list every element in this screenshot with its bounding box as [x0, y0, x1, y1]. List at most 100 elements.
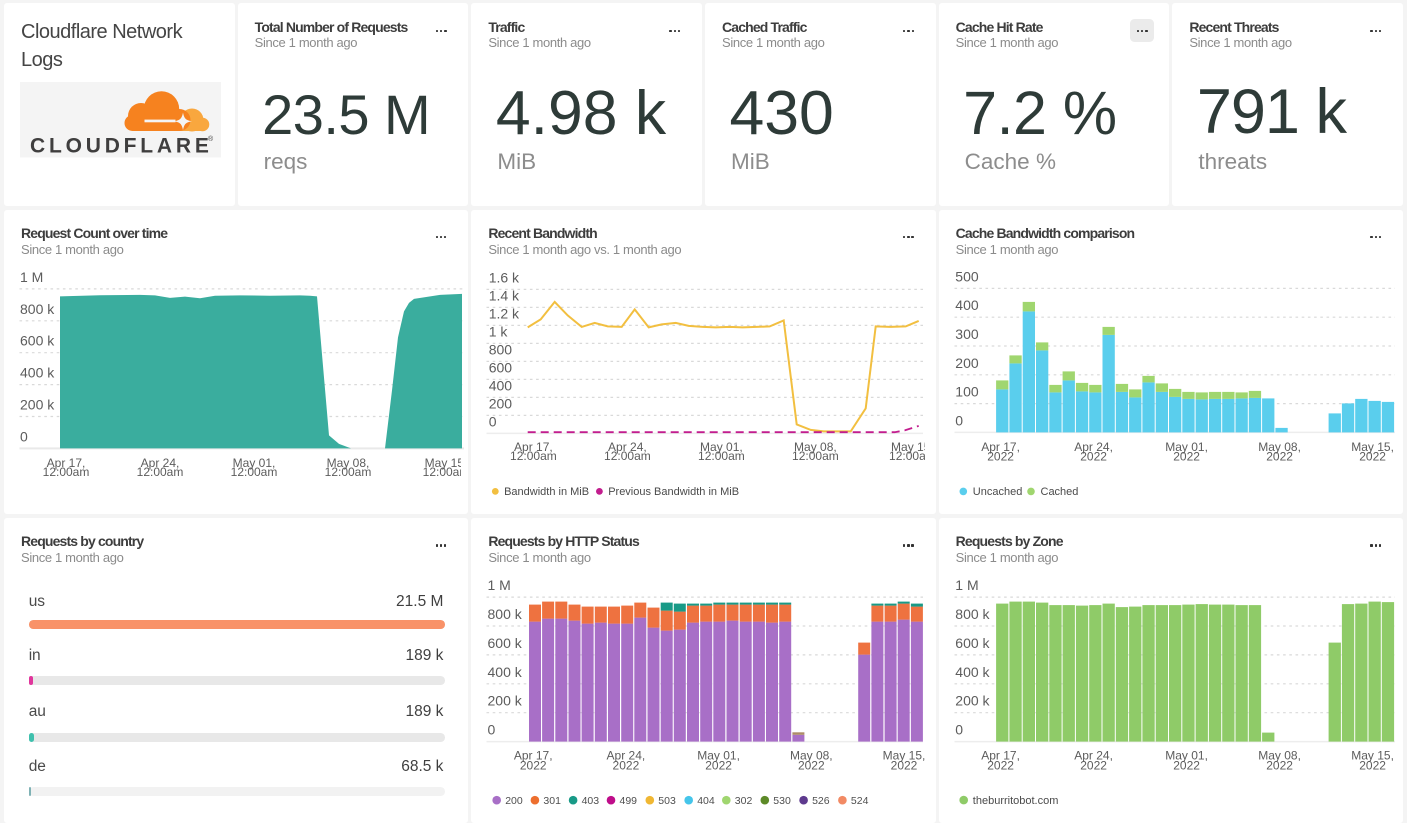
svg-text:2022: 2022 — [798, 758, 825, 772]
svg-text:Apr 24,: Apr 24, — [1074, 440, 1113, 454]
svg-text:800: 800 — [489, 341, 513, 357]
svg-text:12:00am: 12:00am — [510, 449, 557, 463]
svg-text:May 08,: May 08, — [327, 455, 370, 469]
svg-text:Apr 24,: Apr 24, — [607, 748, 646, 762]
svg-text:1 M: 1 M — [955, 577, 978, 593]
svg-text:2022: 2022 — [520, 758, 547, 772]
svg-text:2022: 2022 — [613, 758, 640, 772]
svg-text:12:00am: 12:00am — [889, 449, 925, 463]
svg-text:2022: 2022 — [1173, 449, 1200, 463]
svg-text:2022: 2022 — [987, 758, 1014, 772]
svg-text:800 k: 800 k — [955, 606, 990, 622]
svg-text:2022: 2022 — [987, 449, 1014, 463]
svg-text:600 k: 600 k — [488, 635, 523, 651]
svg-text:100: 100 — [955, 383, 979, 399]
svg-text:12:00am: 12:00am — [231, 465, 278, 479]
svg-text:800 k: 800 k — [488, 606, 523, 622]
svg-text:Cached: Cached — [1040, 485, 1078, 497]
svg-text:200 k: 200 k — [20, 396, 55, 412]
svg-text:2022: 2022 — [1266, 449, 1293, 463]
svg-text:600: 600 — [489, 359, 513, 375]
svg-text:2022: 2022 — [1173, 758, 1200, 772]
svg-text:May 15,: May 15, — [891, 440, 925, 454]
svg-text:503: 503 — [659, 795, 677, 807]
svg-text:1 k: 1 k — [489, 323, 509, 339]
svg-text:0: 0 — [20, 428, 28, 444]
svg-text:Apr 17,: Apr 17, — [981, 440, 1020, 454]
svg-text:526: 526 — [812, 795, 830, 807]
svg-text:Apr 17,: Apr 17, — [47, 455, 86, 469]
svg-text:2022: 2022 — [1266, 758, 1293, 772]
svg-text:Apr 24,: Apr 24, — [141, 455, 180, 469]
svg-text:May 01,: May 01, — [233, 455, 276, 469]
svg-text:1.6 k: 1.6 k — [489, 269, 520, 285]
svg-text:301: 301 — [544, 795, 562, 807]
svg-text:530: 530 — [774, 795, 792, 807]
svg-text:400 k: 400 k — [20, 364, 55, 380]
svg-text:May 01,: May 01, — [1165, 440, 1208, 454]
svg-text:400: 400 — [955, 297, 979, 313]
svg-text:12:00am: 12:00am — [604, 449, 651, 463]
svg-text:400: 400 — [489, 377, 513, 393]
svg-text:2022: 2022 — [891, 758, 918, 772]
svg-text:300: 300 — [955, 326, 979, 342]
svg-text:Apr 24,: Apr 24, — [608, 440, 647, 454]
svg-text:May 08,: May 08, — [1258, 748, 1301, 762]
svg-text:12:00am: 12:00am — [137, 465, 184, 479]
svg-text:Apr 24,: Apr 24, — [1074, 748, 1113, 762]
svg-text:1.2 k: 1.2 k — [489, 305, 520, 321]
svg-text:May 01,: May 01, — [698, 748, 741, 762]
svg-text:May 15,: May 15, — [425, 455, 465, 469]
svg-text:12:00am: 12:00am — [792, 449, 839, 463]
svg-text:2022: 2022 — [1080, 449, 1107, 463]
svg-text:May 08,: May 08, — [790, 748, 833, 762]
svg-text:Apr 17,: Apr 17, — [514, 440, 553, 454]
svg-text:0: 0 — [488, 721, 496, 737]
svg-text:May 15,: May 15, — [883, 748, 926, 762]
svg-text:12:00am: 12:00am — [698, 449, 745, 463]
svg-text:12:00am: 12:00am — [43, 465, 90, 479]
svg-text:2022: 2022 — [1080, 758, 1107, 772]
svg-text:499: 499 — [620, 795, 638, 807]
svg-text:0: 0 — [955, 721, 963, 737]
svg-text:500: 500 — [955, 268, 979, 284]
svg-text:200: 200 — [489, 395, 513, 411]
svg-text:600 k: 600 k — [955, 635, 990, 651]
svg-text:524: 524 — [851, 795, 869, 807]
svg-text:400 k: 400 k — [488, 663, 523, 679]
svg-text:Apr 17,: Apr 17, — [981, 748, 1020, 762]
svg-text:theburritobot.com: theburritobot.com — [972, 795, 1058, 807]
svg-text:600 k: 600 k — [20, 332, 55, 348]
svg-text:Bandwidth in MiB: Bandwidth in MiB — [504, 485, 589, 497]
svg-text:May 08,: May 08, — [794, 440, 837, 454]
svg-text:May 15,: May 15, — [1351, 748, 1394, 762]
svg-text:302: 302 — [735, 795, 753, 807]
svg-text:Previous Bandwidth in MiB: Previous Bandwidth in MiB — [609, 485, 740, 497]
svg-text:May 15,: May 15, — [1351, 440, 1394, 454]
svg-text:12:00am: 12:00am — [325, 465, 372, 479]
svg-text:1 M: 1 M — [20, 268, 43, 284]
svg-text:CLOUDFLARE: CLOUDFLARE — [30, 135, 213, 158]
svg-text:0: 0 — [955, 412, 963, 428]
svg-text:Apr 17,: Apr 17, — [514, 748, 553, 762]
svg-text:2022: 2022 — [1359, 449, 1386, 463]
svg-text:®: ® — [208, 135, 214, 143]
svg-text:404: 404 — [698, 795, 716, 807]
svg-text:1.4 k: 1.4 k — [489, 287, 520, 303]
svg-text:May 01,: May 01, — [700, 440, 743, 454]
svg-text:400 k: 400 k — [955, 663, 990, 679]
svg-text:403: 403 — [582, 795, 600, 807]
svg-text:2022: 2022 — [706, 758, 733, 772]
svg-text:1 M: 1 M — [488, 577, 511, 593]
svg-text:Uncached: Uncached — [972, 485, 1022, 497]
svg-text:May 08,: May 08, — [1258, 440, 1301, 454]
svg-text:200: 200 — [506, 795, 524, 807]
svg-text:12:00am: 12:00am — [423, 465, 465, 479]
svg-text:200 k: 200 k — [488, 692, 523, 708]
svg-text:May 01,: May 01, — [1165, 748, 1208, 762]
svg-text:0: 0 — [489, 413, 497, 429]
svg-text:800 k: 800 k — [20, 300, 55, 316]
svg-text:200 k: 200 k — [955, 692, 990, 708]
svg-text:2022: 2022 — [1359, 758, 1386, 772]
svg-text:200: 200 — [955, 354, 979, 370]
